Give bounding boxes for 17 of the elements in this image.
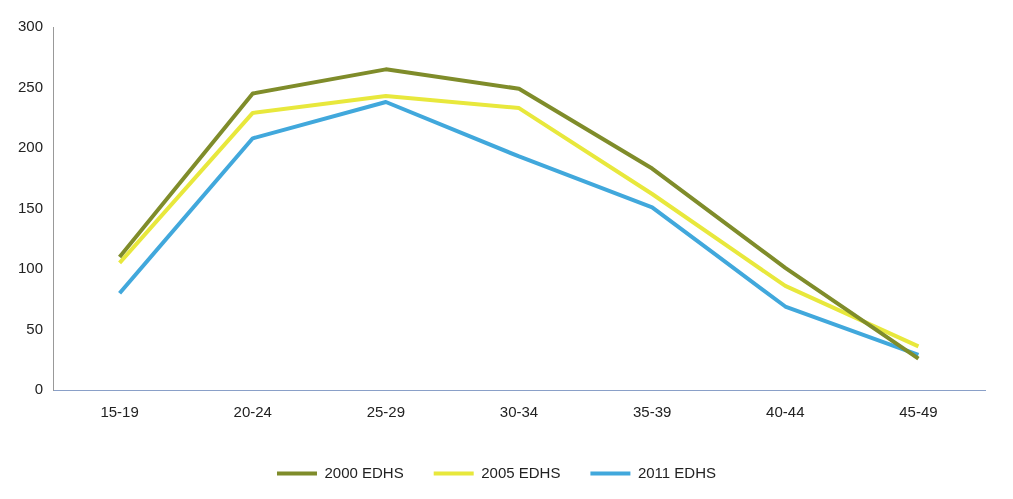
x-tick-label: 30-34: [499, 403, 539, 421]
y-tick-label: 150: [18, 198, 44, 216]
y-tick-label: 100: [18, 259, 44, 277]
legend-label: 2000 EDHS: [324, 463, 404, 481]
y-tick-label: 200: [18, 138, 44, 156]
legend-label: 2005 EDHS: [481, 463, 561, 481]
y-tick-label: 250: [18, 77, 44, 95]
x-tick-label: 45-49: [899, 403, 938, 421]
y-tick-label: 0: [34, 380, 44, 398]
legend-label: 2011 EDHS: [637, 463, 717, 481]
x-tick-label: 20-24: [233, 403, 272, 421]
x-tick-label: 15-19: [100, 403, 139, 421]
y-tick-label: 50: [26, 319, 44, 337]
y-tick-label: 300: [18, 17, 44, 35]
x-tick-label: 35-39: [632, 403, 672, 421]
x-tick-label: 40-44: [766, 403, 805, 421]
x-tick-label: 25-29: [366, 403, 406, 421]
